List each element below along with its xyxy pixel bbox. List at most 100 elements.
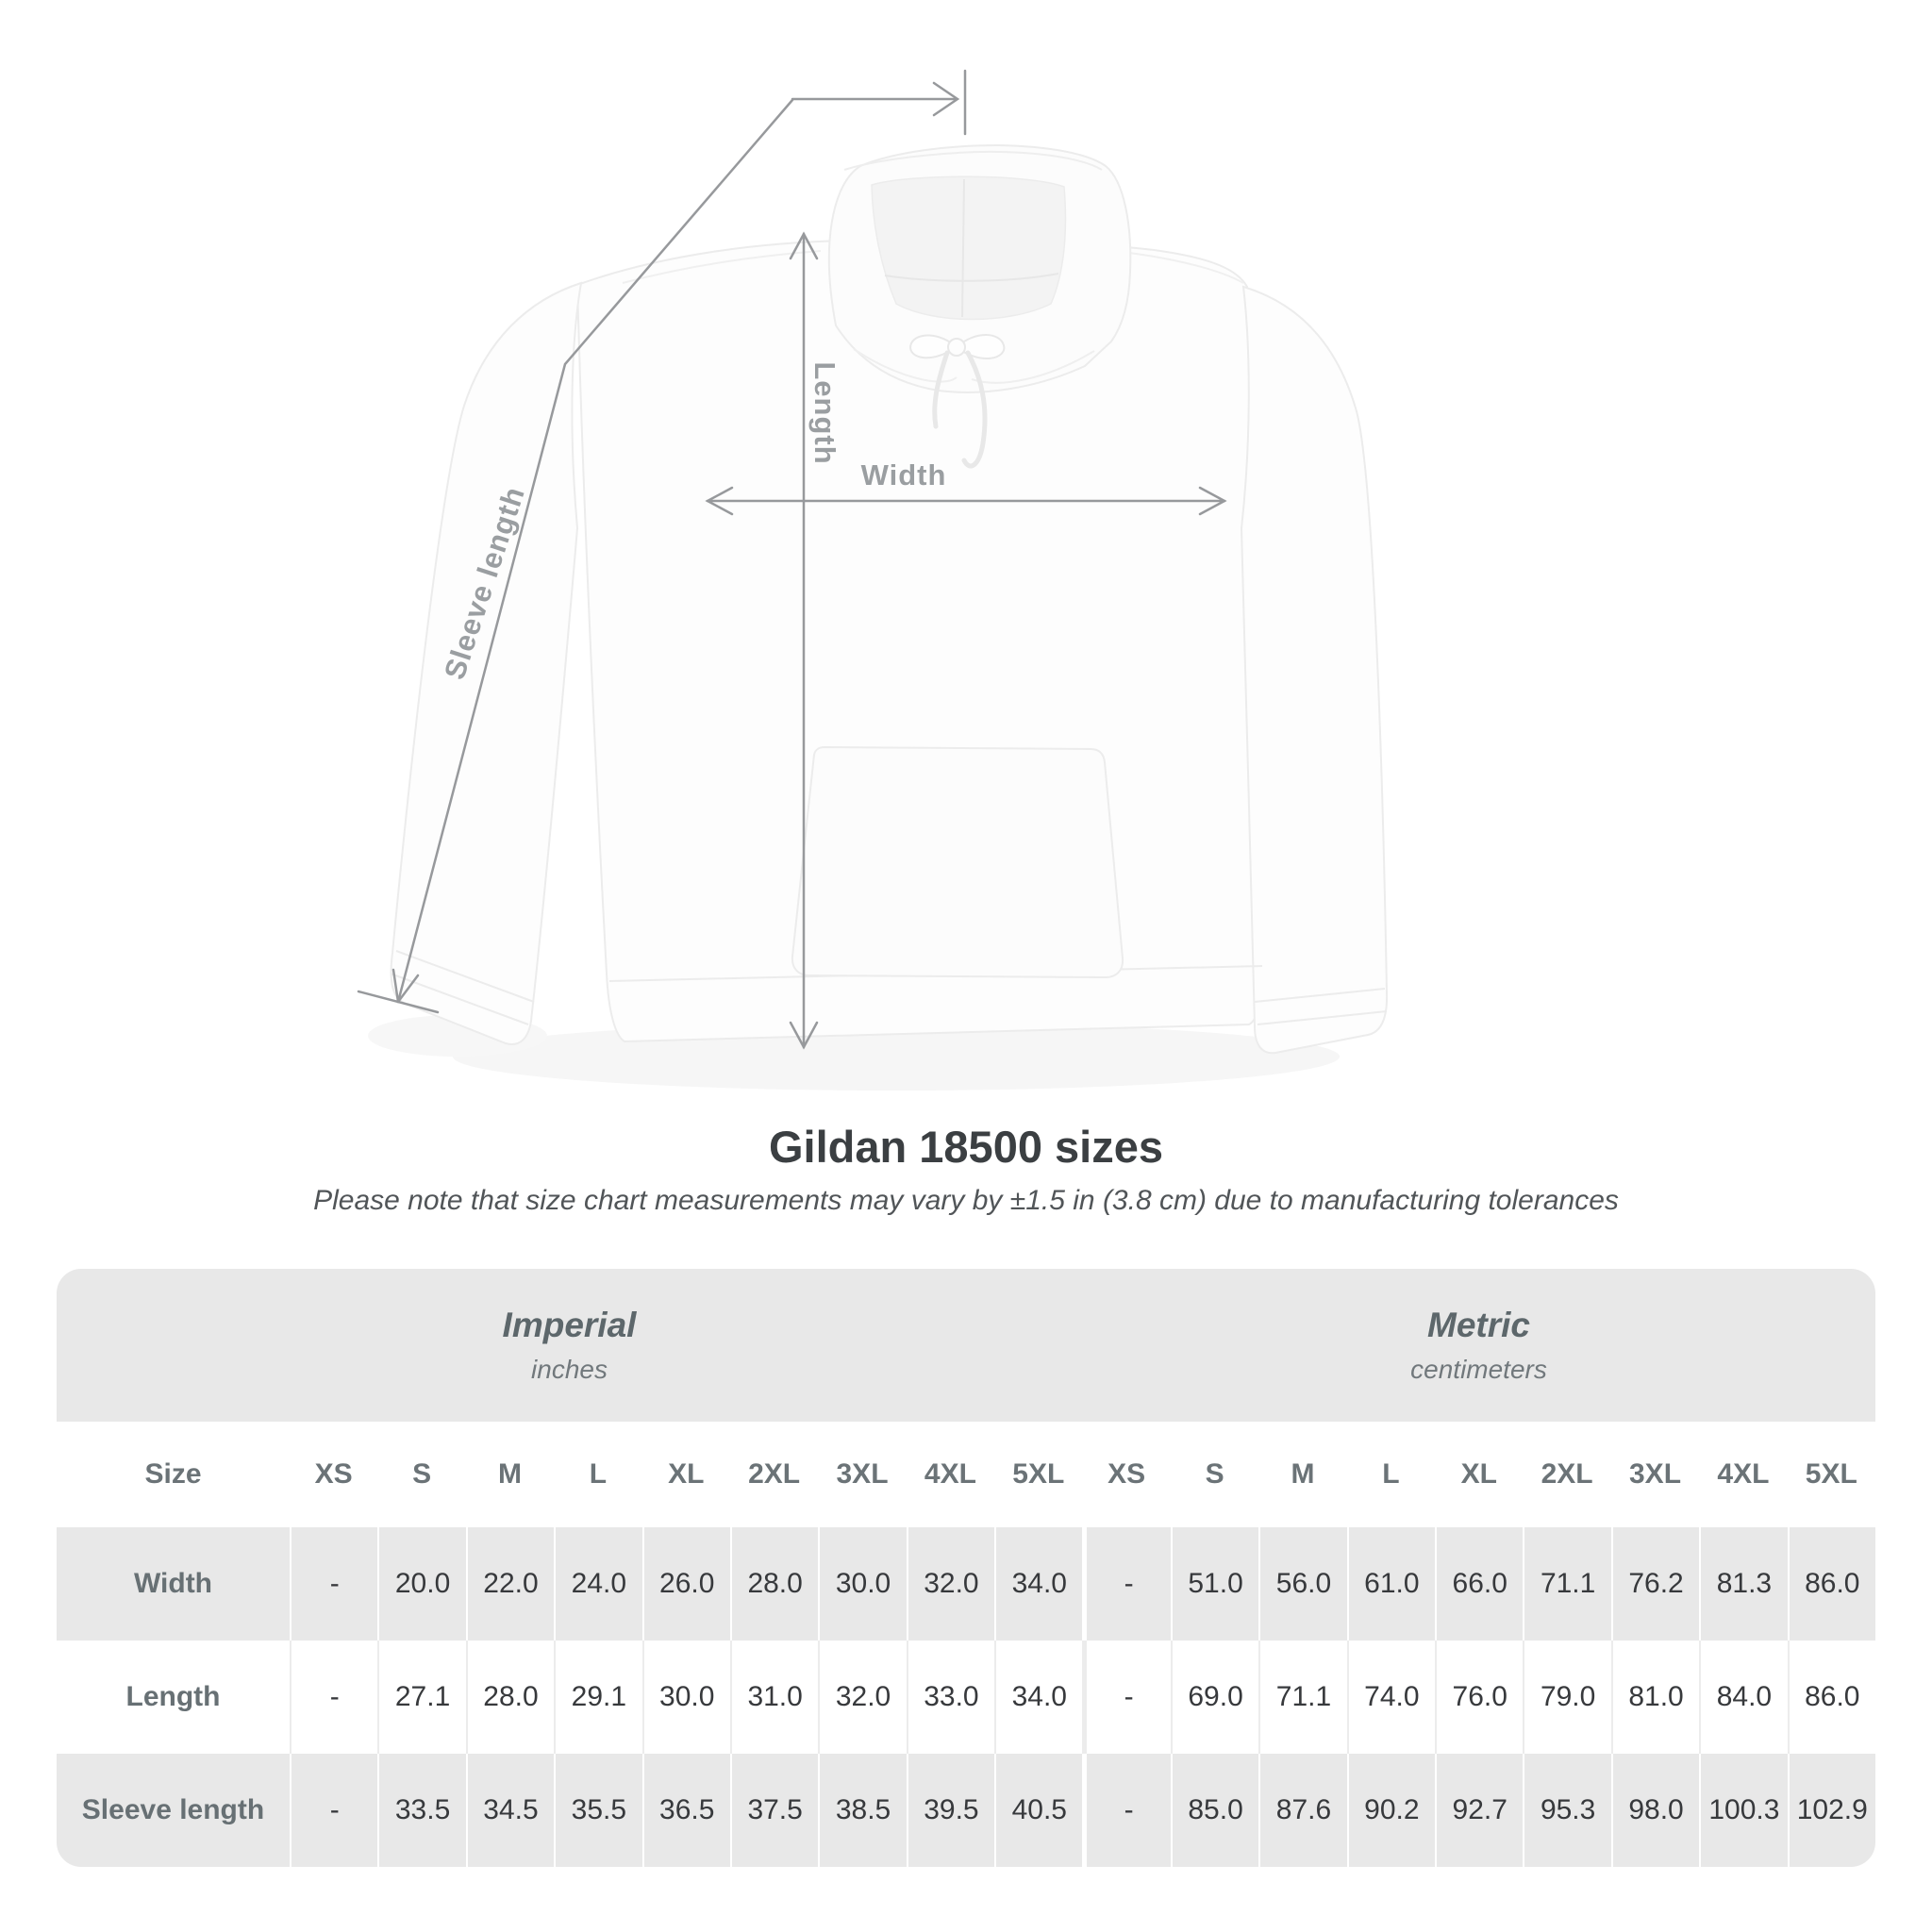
size-header-cell: 3XL <box>1629 1458 1682 1490</box>
table-cell: 76.0 <box>1435 1641 1523 1754</box>
table-cell: 24.0 <box>554 1527 641 1641</box>
table-cell: 35.5 <box>554 1754 641 1867</box>
table-cell: 36.5 <box>641 1754 730 1867</box>
table-cell: 98.0 <box>1610 1754 1699 1867</box>
hood <box>827 143 1132 393</box>
table-cell: 81.0 <box>1610 1641 1699 1754</box>
table-cell: 84.0 <box>1699 1641 1787 1754</box>
table-cell: 33.0 <box>906 1641 994 1754</box>
table-cell: 27.1 <box>377 1641 465 1754</box>
table-cell: 86.0 <box>1787 1527 1875 1641</box>
table-cell: 38.5 <box>818 1754 906 1867</box>
table-cell: 39.5 <box>906 1754 994 1867</box>
table-cell: 34.5 <box>465 1754 554 1867</box>
table-cell: - <box>1082 1641 1170 1754</box>
table-cell: 79.0 <box>1523 1641 1610 1754</box>
metric-section-header: Metric centimeters <box>1082 1269 1875 1422</box>
size-header-cell: S <box>1205 1458 1224 1490</box>
table-cell: - <box>290 1527 377 1641</box>
table-cell: 61.0 <box>1346 1527 1435 1641</box>
table-cell: 51.0 <box>1170 1527 1258 1641</box>
imperial-title: Imperial <box>502 1306 637 1344</box>
size-header-cell: 3XL <box>836 1458 889 1490</box>
width-arrow <box>705 486 1227 516</box>
table-cell: 87.6 <box>1258 1754 1346 1867</box>
metric-title: Metric <box>1427 1306 1530 1344</box>
table-cell: 30.0 <box>818 1527 906 1641</box>
size-header-cell: M <box>1291 1458 1315 1490</box>
size-header-cell: XL <box>1460 1458 1497 1490</box>
table-cell: 29.1 <box>554 1641 641 1754</box>
tolerance-note: Please note that size chart measurements… <box>313 1185 1619 1216</box>
table-cell: 69.0 <box>1170 1641 1258 1754</box>
table-cell: - <box>290 1641 377 1754</box>
table-cell: 28.0 <box>729 1527 818 1641</box>
size-header-cell: 5XL <box>1805 1458 1857 1490</box>
table-cell: 32.0 <box>818 1641 906 1754</box>
size-header-row: Size XS S M L XL 2XL 3XL 4XL 5XL XS S M … <box>57 1422 1875 1527</box>
table-cell: 71.1 <box>1258 1641 1346 1754</box>
table-cell: 28.0 <box>465 1641 554 1754</box>
table-cell: 34.0 <box>994 1527 1082 1641</box>
table-cell: - <box>1082 1754 1170 1867</box>
sleeve-length-arrow <box>357 69 967 1014</box>
drawstring-bow <box>909 334 1006 469</box>
table-cell: 34.0 <box>994 1641 1082 1754</box>
table-cell: 20.0 <box>377 1527 465 1641</box>
sleeve-length-row: Sleeve length - 33.5 34.5 35.5 36.5 37.5… <box>57 1754 1875 1867</box>
hood-interior <box>871 175 1067 321</box>
size-header-cell: XS <box>1108 1458 1146 1490</box>
metric-unit: centimeters <box>1410 1355 1547 1384</box>
width-row: Width - 20.0 22.0 24.0 26.0 28.0 30.0 32… <box>57 1527 1875 1641</box>
table-cell: 33.5 <box>377 1754 465 1867</box>
table-cell: 74.0 <box>1346 1641 1435 1754</box>
length-dimension-label: Length <box>808 361 841 465</box>
table-cell: 31.0 <box>729 1641 818 1754</box>
unit-header-band: Imperial inches Metric centimeters <box>57 1269 1875 1422</box>
size-header-cell: L <box>589 1458 608 1490</box>
imperial-unit: inches <box>531 1355 608 1384</box>
table-cell: 26.0 <box>641 1527 730 1641</box>
size-header-cell: XL <box>668 1458 705 1490</box>
size-header-cell: 2XL <box>1541 1458 1593 1490</box>
row-label: Length <box>125 1681 221 1712</box>
table-cell: 40.5 <box>994 1754 1082 1867</box>
table-cell: 86.0 <box>1787 1641 1875 1754</box>
size-column-header: Size <box>144 1458 202 1490</box>
size-header-cell: S <box>412 1458 432 1490</box>
row-label: Width <box>133 1568 213 1599</box>
size-header-cell: 5XL <box>1012 1458 1065 1490</box>
size-header-cell: M <box>497 1458 522 1490</box>
table-cell: 95.3 <box>1523 1754 1610 1867</box>
size-header-cell: 2XL <box>748 1458 801 1490</box>
row-label: Sleeve length <box>81 1794 265 1825</box>
length-arrow <box>789 231 819 1050</box>
table-cell: 22.0 <box>465 1527 554 1641</box>
width-dimension-label: Width <box>860 458 947 491</box>
table-cell: 90.2 <box>1346 1754 1435 1867</box>
hoodie-illustration <box>357 69 1389 1055</box>
table-cell: 37.5 <box>729 1754 818 1867</box>
table-cell: 81.3 <box>1699 1527 1787 1641</box>
table-cell: 102.9 <box>1787 1754 1875 1867</box>
table-cell: 66.0 <box>1435 1527 1523 1641</box>
table-cell: 30.0 <box>641 1641 730 1754</box>
page-title: Gildan 18500 sizes <box>768 1122 1164 1172</box>
kangaroo-pocket <box>791 745 1124 979</box>
size-header-cell: L <box>1382 1458 1400 1490</box>
table-cell: 92.7 <box>1435 1754 1523 1867</box>
size-header-cell: 4XL <box>1717 1458 1770 1490</box>
table-cell: - <box>1082 1527 1170 1641</box>
table-cell: 32.0 <box>906 1527 994 1641</box>
table-cell: 76.2 <box>1610 1527 1699 1641</box>
table-cell: 100.3 <box>1699 1754 1787 1867</box>
imperial-section-header: Imperial inches <box>57 1269 1082 1422</box>
length-row: Length - 27.1 28.0 29.1 30.0 31.0 32.0 3… <box>57 1641 1875 1754</box>
size-table: Imperial inches Metric centimeters Size … <box>57 1269 1875 1867</box>
table-cell: - <box>290 1754 377 1867</box>
size-header-cell: XS <box>314 1458 353 1490</box>
table-cell: 71.1 <box>1523 1527 1610 1641</box>
size-header-cell: 4XL <box>924 1458 976 1490</box>
table-cell: 85.0 <box>1170 1754 1258 1867</box>
